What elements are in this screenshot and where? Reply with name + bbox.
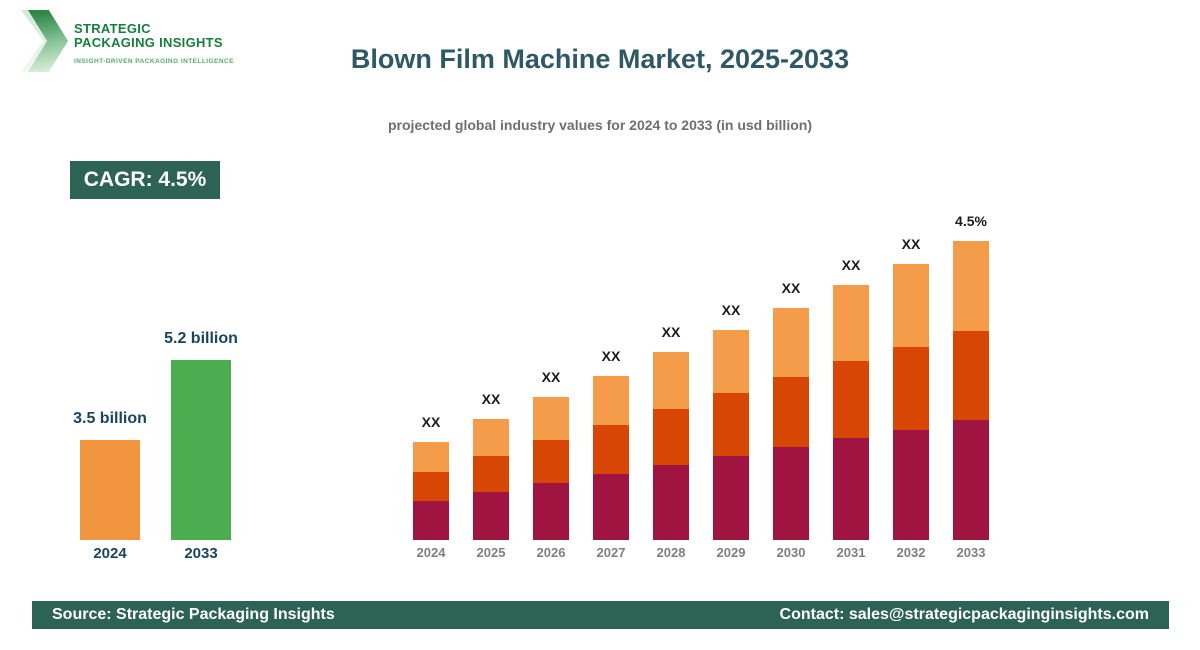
top-segment-2032 bbox=[893, 264, 929, 347]
brand-name-line1: STRATEGIC bbox=[74, 21, 151, 36]
bottom-segment-2024 bbox=[413, 501, 449, 540]
middle-segment-2027 bbox=[593, 425, 629, 474]
bar-column-2030: XX 2030 bbox=[773, 205, 809, 560]
top-segment-2029 bbox=[713, 330, 749, 393]
middle-segment-2033 bbox=[953, 331, 989, 420]
page-subtitle: projected global industry values for 202… bbox=[388, 117, 812, 133]
cagr-badge: CAGR: 4.5% bbox=[70, 161, 220, 199]
bottom-segment-2026 bbox=[533, 483, 569, 540]
top-segment-2026 bbox=[533, 397, 569, 440]
top-segment-2024 bbox=[413, 442, 449, 472]
top-segment-2030 bbox=[773, 308, 809, 377]
middle-segment-2024 bbox=[413, 472, 449, 501]
bar-value-label-2024: XX bbox=[421, 414, 441, 430]
bar-column-2032: XX 2032 bbox=[893, 205, 929, 560]
x-tick-2025: 2025 bbox=[476, 545, 506, 560]
stacked-bar-2028 bbox=[653, 352, 689, 540]
bar-column-2025: XX 2025 bbox=[473, 205, 509, 560]
top-segment-2031 bbox=[833, 285, 869, 361]
bar-2033 bbox=[171, 360, 231, 540]
x-tick-2026: 2026 bbox=[536, 545, 566, 560]
chevron-right-icon bbox=[21, 10, 68, 72]
bottom-segment-2030 bbox=[773, 447, 809, 540]
x-tick-2024: 2024 bbox=[416, 545, 446, 560]
top-segment-2025 bbox=[473, 419, 509, 456]
x-tick-2031: 2031 bbox=[836, 545, 866, 560]
bar-column-2027: XX 2027 bbox=[593, 205, 629, 560]
x-tick-2028: 2028 bbox=[656, 545, 686, 560]
brand-logo: STRATEGIC PACKAGING INSIGHTS INSIGHT-DRI… bbox=[21, 10, 234, 72]
bottom-segment-2029 bbox=[713, 456, 749, 540]
stacked-bar-2032 bbox=[893, 264, 929, 540]
bar-2024 bbox=[80, 440, 140, 540]
bar-value-label-2027: XX bbox=[601, 348, 621, 364]
x-tick-2032: 2032 bbox=[896, 545, 926, 560]
x-tick-2027: 2027 bbox=[596, 545, 626, 560]
stacked-bar-2026 bbox=[533, 397, 569, 540]
x-tick-2033: 2033 bbox=[956, 545, 986, 560]
bottom-segment-2025 bbox=[473, 492, 509, 540]
bar-column-2024: XX 2024 bbox=[413, 205, 449, 560]
bottom-segment-2031 bbox=[833, 438, 869, 540]
bottom-segment-2027 bbox=[593, 474, 629, 540]
bar-value-label-2033: 4.5% bbox=[955, 213, 987, 229]
footer-bar: Source: Strategic Packaging Insights Con… bbox=[32, 601, 1169, 629]
bottom-segment-2033 bbox=[953, 420, 989, 540]
x-tick-2024: 2024 bbox=[93, 545, 127, 562]
middle-segment-2032 bbox=[893, 347, 929, 430]
bottom-segment-2028 bbox=[653, 465, 689, 540]
bar-value-label-2026: XX bbox=[541, 369, 561, 385]
bar-column-2029: XX 2029 bbox=[713, 205, 749, 560]
brand-text: STRATEGIC PACKAGING INSIGHTS INSIGHT-DRI… bbox=[74, 10, 234, 66]
bar-value-label-2028: XX bbox=[661, 324, 681, 340]
bar-value-label-2032: XX bbox=[901, 236, 921, 252]
bar-value-label-2025: XX bbox=[481, 391, 501, 407]
page-title: Blown Film Machine Market, 2025-2033 bbox=[350, 44, 850, 74]
stacked-bar-2024 bbox=[413, 442, 449, 540]
stacked-bar-2031 bbox=[833, 285, 869, 540]
bottom-segment-2032 bbox=[893, 430, 929, 540]
stacked-bar-2030 bbox=[773, 308, 809, 540]
middle-segment-2026 bbox=[533, 440, 569, 483]
stacked-bar-2033 bbox=[953, 241, 989, 540]
brand-name-line2: PACKAGING INSIGHTS bbox=[74, 35, 223, 50]
brand-tagline: INSIGHT-DRIVEN PACKAGING INTELLIGENCE bbox=[74, 58, 234, 65]
footer-source: Source: Strategic Packaging Insights bbox=[52, 606, 335, 623]
footer-contact: Contact: sales@strategicpackaginginsight… bbox=[779, 606, 1149, 623]
middle-segment-2029 bbox=[713, 393, 749, 456]
top-segment-2027 bbox=[593, 376, 629, 425]
top-segment-2033 bbox=[953, 241, 989, 331]
bar-value-label-2024: 3.5 billion bbox=[73, 410, 147, 427]
bar-value-label-2031: XX bbox=[841, 257, 861, 273]
middle-segment-2031 bbox=[833, 361, 869, 438]
stacked-bar-2025 bbox=[473, 419, 509, 540]
summary-chart: 3.5 billion 2024 5.2 billion 2033 bbox=[73, 330, 238, 562]
top-segment-2028 bbox=[653, 352, 689, 409]
bar-column-2026: XX 2026 bbox=[533, 205, 569, 560]
bar-column-2033: 4.5% 2033 bbox=[953, 205, 989, 560]
stacked-bar-2027 bbox=[593, 376, 629, 540]
bar-column-2033: 5.2 billion 2033 bbox=[164, 330, 238, 562]
bar-column-2024: 3.5 billion 2024 bbox=[73, 330, 147, 562]
bar-value-label-2033: 5.2 billion bbox=[164, 330, 238, 347]
stacked-chart: XX 2024 XX 2025 XX 2026 XX 2027 XX 2028 XX 2029 XX 20… bbox=[413, 205, 989, 560]
x-tick-2029: 2029 bbox=[716, 545, 746, 560]
middle-segment-2025 bbox=[473, 456, 509, 492]
middle-segment-2028 bbox=[653, 409, 689, 465]
x-tick-2030: 2030 bbox=[776, 545, 806, 560]
bar-value-label-2030: XX bbox=[781, 280, 801, 296]
stacked-bar-2029 bbox=[713, 330, 749, 540]
bar-column-2031: XX 2031 bbox=[833, 205, 869, 560]
bar-value-label-2029: XX bbox=[721, 302, 741, 318]
bar-column-2028: XX 2028 bbox=[653, 205, 689, 560]
x-tick-2033: 2033 bbox=[184, 545, 218, 562]
middle-segment-2030 bbox=[773, 377, 809, 447]
